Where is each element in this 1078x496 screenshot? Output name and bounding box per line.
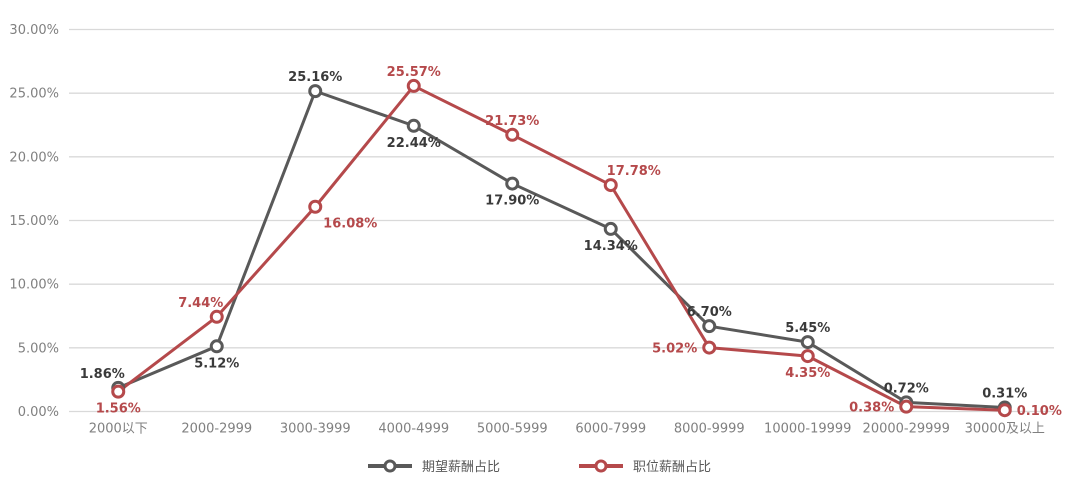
data-point-label: 1.86% — [80, 367, 125, 382]
data-point-marker — [800, 349, 815, 364]
data-point-marker — [899, 399, 914, 414]
x-axis-category-label: 5000-5999 — [477, 422, 548, 437]
legend-line-marker-icon — [367, 459, 412, 472]
legend-label: 职位薪酬占比 — [633, 460, 712, 475]
data-point-label: 4.35% — [785, 366, 830, 381]
data-point-marker — [997, 403, 1012, 418]
data-point-label: 0.10% — [1017, 404, 1062, 419]
legend-line-marker-icon — [579, 459, 623, 472]
x-axis-category-label: 4000-4999 — [378, 422, 449, 437]
data-point-label: 5.02% — [652, 342, 697, 357]
series-line — [116, 84, 1007, 412]
data-point-marker — [308, 199, 323, 214]
y-axis-tick-label: 10.00% — [9, 278, 59, 293]
y-axis-tick-label: 0.00% — [18, 405, 59, 420]
data-point-label: 25.57% — [387, 65, 441, 80]
x-axis-category-label: 20000-29999 — [863, 422, 950, 437]
y-axis-tick-label: 20.00% — [9, 150, 59, 165]
x-axis-category-label: 3000-3999 — [280, 422, 351, 437]
data-point-label: 1.56% — [96, 402, 141, 417]
data-point-label: 21.73% — [485, 114, 539, 129]
data-point-label: 16.08% — [323, 217, 377, 232]
data-point-label: 17.90% — [485, 194, 539, 209]
data-point-label: 22.44% — [387, 136, 441, 151]
legend-item-position-salary: 职位薪酬占比 — [578, 456, 711, 475]
legend-label: 期望薪酬占比 — [421, 460, 500, 475]
data-point-marker — [406, 78, 421, 93]
data-point-label: 14.34% — [584, 239, 638, 254]
data-point-label: 0.31% — [982, 387, 1027, 402]
x-axis-category-label: 2000-2999 — [181, 422, 252, 437]
data-point-label: 17.78% — [607, 164, 661, 179]
data-point-marker — [505, 176, 520, 191]
series-line — [116, 89, 1007, 410]
data-point-marker — [603, 178, 618, 193]
data-point-marker — [406, 118, 421, 133]
legend-item-expected-salary: 期望薪酬占比 — [367, 456, 500, 475]
data-point-marker — [209, 309, 224, 324]
y-axis-tick-label: 5.00% — [18, 341, 59, 356]
data-point-label: 25.16% — [288, 70, 342, 85]
data-point-marker — [505, 127, 520, 142]
data-point-label: 0.72% — [884, 381, 929, 396]
data-point-label: 5.12% — [194, 356, 239, 371]
x-axis-category-label: 30000及以上 — [965, 422, 1045, 437]
data-point-marker — [209, 339, 224, 354]
data-point-label: 7.44% — [178, 296, 223, 311]
data-point-marker — [603, 221, 618, 236]
data-point-marker — [702, 319, 717, 334]
x-axis-category-label: 6000-7999 — [575, 422, 646, 437]
data-point-marker — [111, 384, 126, 399]
x-axis-category-label: 2000以下 — [89, 422, 148, 437]
chart-legend: 期望薪酬占比 职位薪酬占比 — [0, 456, 1078, 475]
y-axis-tick-label: 30.00% — [9, 23, 59, 38]
data-point-marker — [308, 84, 323, 99]
data-point-marker — [702, 340, 717, 355]
data-point-label: 5.45% — [785, 321, 830, 336]
y-axis-tick-label: 25.00% — [9, 87, 59, 102]
data-point-marker — [800, 335, 815, 350]
x-axis-category-label: 10000-19999 — [764, 422, 851, 437]
data-point-label: 6.70% — [687, 305, 732, 320]
x-axis-category-label: 8000-9999 — [674, 422, 745, 437]
data-point-label: 0.38% — [849, 401, 894, 416]
y-axis-tick-label: 15.00% — [9, 214, 59, 229]
